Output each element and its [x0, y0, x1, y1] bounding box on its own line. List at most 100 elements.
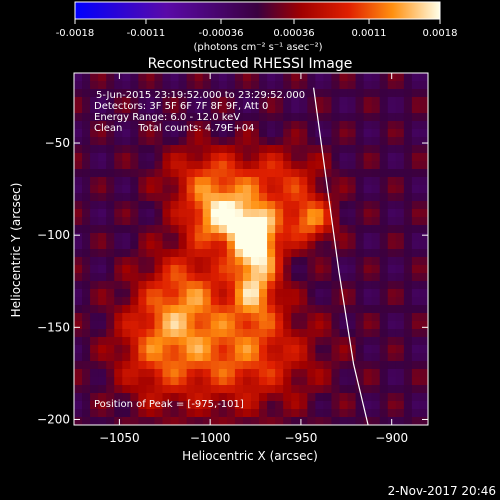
heatmap-cell [114, 73, 123, 82]
heatmap-cell [178, 385, 188, 394]
heatmap-cell [98, 121, 107, 130]
heatmap-cell [403, 169, 413, 178]
heatmap-cell [130, 129, 139, 138]
heatmap-cell [299, 289, 308, 298]
heatmap-cell [283, 369, 292, 378]
heatmap-cell [74, 105, 83, 114]
heatmap-cell [267, 289, 276, 298]
heatmap-cell [122, 137, 131, 146]
heatmap-cell [395, 185, 405, 194]
heatmap-cell [379, 177, 389, 186]
heatmap-cell [218, 361, 228, 370]
heatmap-cell [283, 73, 292, 82]
heatmap-cell [122, 281, 131, 290]
heatmap-cell [186, 121, 196, 130]
heatmap-cell [210, 401, 220, 410]
heatmap-cell [74, 345, 83, 354]
heatmap-cell [82, 193, 91, 202]
heatmap-cell [251, 393, 260, 402]
heatmap-cell [395, 193, 405, 202]
heatmap-cell [403, 161, 413, 170]
heatmap-cell [387, 193, 397, 202]
heatmap-cell [186, 385, 196, 394]
heatmap-cell [162, 249, 172, 258]
heatmap-cell [411, 297, 421, 306]
heatmap-cell [138, 81, 148, 90]
heatmap-cell [371, 345, 381, 354]
heatmap-cell [315, 89, 325, 98]
heatmap-cell [138, 129, 148, 138]
heatmap-cell [178, 305, 188, 314]
heatmap-cell [315, 337, 325, 346]
heatmap-cell [162, 97, 172, 106]
heatmap-cell [411, 409, 421, 418]
heatmap-cell [379, 161, 389, 170]
heatmap-cell [291, 273, 300, 282]
heatmap-cell [218, 217, 228, 226]
heatmap-cell [267, 169, 276, 178]
heatmap-cell [371, 249, 381, 258]
heatmap-cell [347, 97, 357, 106]
heatmap-cell [291, 201, 300, 210]
heatmap-cell [170, 241, 180, 250]
heatmap-cell [315, 185, 325, 194]
heatmap-cell [347, 89, 357, 98]
heatmap-cell [210, 377, 220, 386]
heatmap-cell [283, 305, 292, 314]
heatmap-cell [395, 377, 405, 386]
heatmap-cell [226, 121, 236, 130]
heatmap-cell [347, 273, 357, 282]
heatmap-cell [283, 409, 292, 418]
heatmap-cell [74, 273, 83, 282]
heatmap-cell [403, 281, 413, 290]
heatmap-cell [170, 385, 180, 394]
heatmap-cell [403, 385, 413, 394]
heatmap-cell [419, 97, 428, 106]
heatmap-cell [226, 385, 236, 394]
heatmap-cell [283, 97, 292, 106]
heatmap-cell [210, 369, 220, 378]
heatmap-cell [130, 321, 139, 330]
heatmap-cell [106, 193, 115, 202]
heatmap-cell [90, 289, 99, 298]
heatmap-cell [347, 385, 357, 394]
heatmap-cell [275, 113, 284, 122]
heatmap-cell [291, 105, 300, 114]
heatmap-cell [275, 209, 284, 218]
heatmap-cell [379, 417, 389, 425]
heatmap-cell [379, 137, 389, 146]
heatmap-cell [315, 241, 325, 250]
heatmap-cell [114, 329, 123, 338]
heatmap-cell [194, 97, 204, 106]
heatmap-cell [186, 105, 196, 114]
heatmap-cell [226, 105, 236, 114]
heatmap-cell [210, 233, 220, 242]
heatmap-cell [267, 393, 276, 402]
heatmap-cell [387, 217, 397, 226]
heatmap-cell [291, 73, 300, 82]
heatmap-cell [218, 401, 228, 410]
heatmap-cell [379, 289, 389, 298]
heatmap-cell [178, 257, 188, 266]
heatmap-cell [307, 193, 316, 202]
heatmap-cell [226, 337, 236, 346]
heatmap-cell [307, 185, 316, 194]
heatmap-cell [106, 113, 115, 122]
heatmap-cell [307, 297, 316, 306]
heatmap-cell [202, 345, 212, 354]
heatmap-cell [178, 401, 188, 410]
heatmap-cell [395, 241, 405, 250]
heatmap-cell [234, 113, 244, 122]
heatmap-cell [114, 121, 123, 130]
heatmap-cell [267, 345, 276, 354]
heatmap-cell [275, 129, 284, 138]
heatmap-cell [146, 217, 156, 226]
annotation-time: 5-Jun-2015 23:19:52.000 to 23:29:52.000 [96, 90, 305, 101]
heatmap-cell [146, 209, 156, 218]
heatmap-cell [226, 257, 236, 266]
heatmap-cell [178, 281, 188, 290]
heatmap-cell [403, 345, 413, 354]
heatmap-cell [234, 129, 244, 138]
heatmap-cell [395, 217, 405, 226]
heatmap-cell [98, 257, 107, 266]
